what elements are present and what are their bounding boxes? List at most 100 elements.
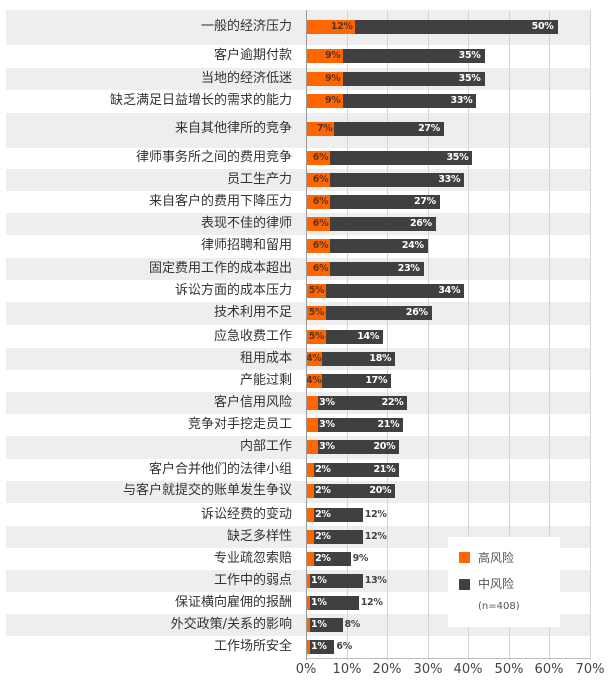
bar-high-risk: [306, 530, 315, 544]
value-label-mid: 34%: [438, 285, 461, 296]
value-label-mid: 23%: [397, 263, 420, 274]
value-label-high: 2%: [315, 509, 331, 520]
bar-mid-risk: [310, 640, 335, 654]
gridline: [590, 10, 591, 660]
row-stripe: [6, 481, 590, 503]
x-tick-label: 0%: [295, 662, 317, 677]
value-label-mid: 17%: [365, 375, 388, 386]
row-stripe: [6, 392, 590, 414]
x-tick-label: 40%: [453, 662, 483, 677]
bar-mid-risk: [342, 72, 485, 86]
category-label: 诉讼经费的变动: [200, 507, 292, 522]
value-label-mid: 13%: [364, 575, 387, 586]
bar-mid-risk: [334, 122, 444, 136]
legend-label-mid: 中风险: [478, 577, 515, 591]
x-tick-label: 70%: [575, 662, 605, 677]
category-label: 律师招聘和留用: [200, 238, 292, 253]
value-label-high: 5%: [308, 285, 325, 296]
bar-high-risk: [306, 418, 319, 432]
value-label-mid: 21%: [377, 419, 400, 430]
value-label-high: 6%: [312, 218, 329, 229]
gridline: [549, 10, 550, 660]
bar-mid-risk: [330, 173, 465, 187]
category-label: 内部工作: [239, 439, 292, 454]
value-label-high: 9%: [324, 73, 341, 84]
value-label-high: 1%: [311, 575, 327, 586]
bar-mid-risk: [322, 352, 396, 366]
row-stripe: [6, 526, 590, 548]
category-label: 与客户就提交的账单发生争议: [122, 483, 292, 498]
value-label-high: 1%: [311, 597, 327, 608]
value-label-mid: 26%: [405, 307, 428, 318]
category-label: 技术利用不足: [213, 305, 292, 320]
category-label: 客户信用风险: [213, 395, 292, 410]
row-stripe: [6, 213, 590, 235]
value-label-mid: 12%: [360, 597, 383, 608]
bar-mid-risk: [342, 49, 485, 63]
value-label-high: 4%: [306, 353, 322, 364]
value-label-mid: 9%: [352, 553, 369, 564]
bar-high-risk: [306, 72, 343, 86]
gridline: [387, 10, 388, 660]
legend-swatch-high: [459, 552, 470, 563]
bar-mid-risk: [330, 239, 428, 253]
value-label-high: 2%: [315, 531, 331, 542]
bar-high-risk: [306, 173, 331, 187]
bar-high-risk: [306, 596, 311, 610]
gridline: [509, 10, 510, 660]
category-label: 律师事务所之间的费用竞争: [135, 150, 292, 165]
value-label-high: 6%: [312, 174, 329, 185]
x-tick-label: 60%: [534, 662, 564, 677]
value-label-high: 6%: [312, 196, 329, 207]
value-label-mid: 35%: [446, 152, 469, 163]
x-tick-label: 10%: [332, 662, 362, 677]
bar-mid-risk: [330, 151, 473, 165]
y-axis-line: [306, 10, 307, 660]
bar-high-risk: [306, 217, 331, 231]
row-stripe: [6, 436, 590, 459]
bar-mid-risk: [330, 195, 440, 209]
row-stripe: [6, 169, 590, 191]
bar-mid-risk: [330, 262, 424, 276]
value-label-mid: 33%: [438, 174, 461, 185]
bar-high-risk: [306, 239, 331, 253]
category-label: 缺乏满足日益增长的需求的能力: [109, 93, 292, 108]
row-stripe: [6, 68, 590, 90]
value-label-mid: 20%: [369, 485, 392, 496]
category-label: 表现不佳的律师: [200, 216, 292, 231]
bar-mid-risk: [318, 418, 404, 432]
x-tick-label: 30%: [413, 662, 443, 677]
bar-mid-risk: [326, 330, 384, 344]
bar-mid-risk: [314, 508, 363, 522]
value-label-mid: 27%: [418, 123, 440, 134]
category-label: 来自客户的费用下降压力: [148, 194, 292, 209]
bar-mid-risk: [310, 574, 363, 588]
value-label-high: 3%: [319, 419, 335, 430]
row-stripe: [6, 614, 590, 636]
value-label-high: 9%: [324, 50, 341, 61]
gridline: [468, 10, 469, 660]
category-label: 外交政策/关系的影响: [170, 617, 292, 632]
bar-high-risk: [306, 122, 335, 136]
bar-high-risk: [306, 20, 355, 34]
value-label-mid: 27%: [414, 196, 436, 207]
value-label-high: 1%: [311, 641, 327, 652]
value-label-high: 2%: [315, 553, 331, 564]
bar-mid-risk: [310, 618, 343, 632]
value-label-mid: 20%: [373, 441, 396, 452]
category-label: 缺乏多样性: [226, 529, 292, 544]
bar-high-risk: [306, 306, 327, 320]
value-label-high: 2%: [315, 485, 331, 496]
value-label-high: 4%: [306, 375, 322, 386]
legend: 高风险 中风险 (n=408): [448, 537, 560, 627]
value-label-mid: 12%: [364, 509, 387, 520]
value-label-high: 6%: [312, 152, 329, 163]
gridline: [428, 10, 429, 660]
row-stripe: [6, 570, 590, 592]
category-label: 应急收费工作: [213, 329, 292, 344]
category-label: 诉讼方面的成本压力: [174, 283, 292, 298]
value-label-high: 5%: [308, 307, 325, 318]
value-label-mid: 8%: [344, 619, 361, 630]
value-label-mid: 35%: [458, 50, 481, 61]
